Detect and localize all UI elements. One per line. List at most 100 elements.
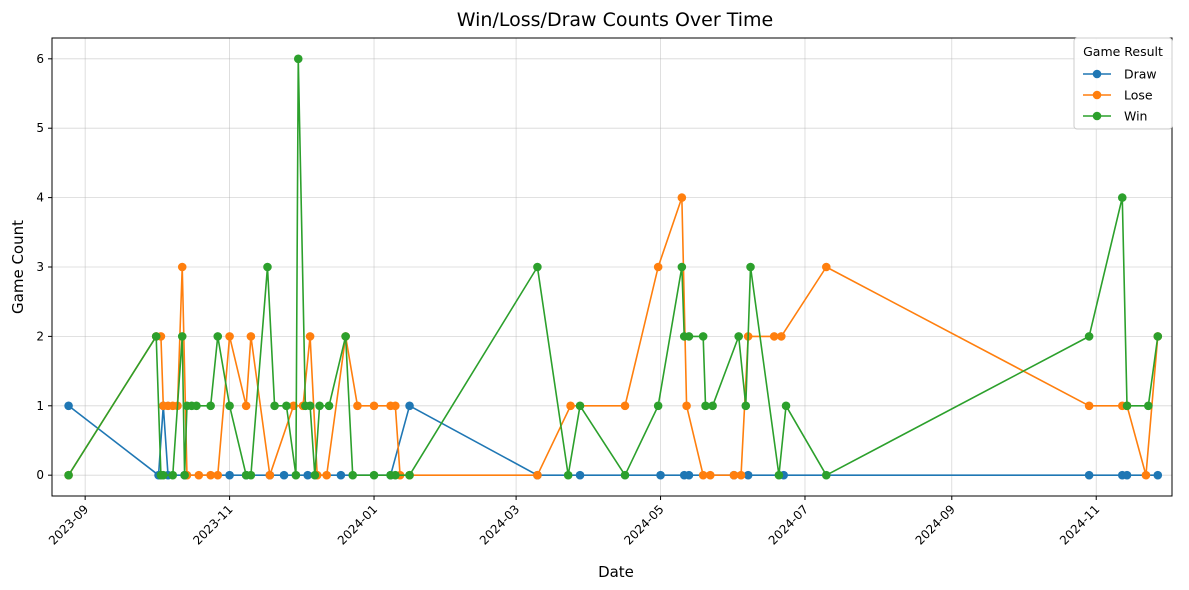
legend-marker	[1092, 69, 1102, 79]
data-point	[336, 470, 346, 480]
data-point	[241, 401, 251, 411]
legend-items: Draw Lose Win	[1083, 67, 1157, 124]
data-point	[698, 332, 708, 341]
data-point	[282, 401, 291, 411]
data-point	[265, 470, 275, 480]
y-tick-label: 4	[36, 191, 44, 205]
data-point	[405, 401, 414, 411]
data-point	[575, 470, 585, 480]
data-point	[743, 470, 753, 480]
data-point	[1084, 470, 1094, 480]
data-point	[206, 470, 215, 480]
data-point	[682, 401, 691, 411]
data-point	[1153, 470, 1163, 480]
y-tick-label: 6	[36, 52, 44, 66]
data-point	[746, 262, 755, 272]
data-point	[225, 401, 234, 411]
data-point	[213, 470, 223, 480]
data-point	[566, 401, 575, 411]
legend-marker	[1092, 111, 1102, 121]
data-point	[677, 262, 687, 272]
chart-title: Win/Loss/Draw Counts Over Time	[457, 9, 773, 31]
data-point	[279, 470, 289, 480]
data-point	[741, 401, 751, 411]
y-tick-label: 5	[36, 121, 44, 135]
data-point	[1144, 401, 1153, 411]
x-tick-label: 2024-09	[913, 502, 958, 547]
data-point	[348, 470, 358, 480]
data-point	[777, 332, 786, 341]
legend-label: Win	[1124, 109, 1147, 124]
data-point	[705, 470, 715, 480]
data-point	[293, 54, 303, 64]
data-point	[653, 401, 663, 411]
data-point	[734, 332, 743, 341]
data-point	[620, 401, 630, 411]
data-point	[533, 262, 542, 272]
grid	[52, 38, 1172, 496]
data-point	[322, 470, 331, 480]
legend-title: Game Result	[1083, 44, 1163, 59]
data-point	[158, 470, 168, 480]
data-point	[305, 401, 315, 411]
data-point	[341, 332, 350, 341]
data-point	[180, 470, 189, 480]
data-point	[246, 332, 256, 341]
data-point	[533, 470, 542, 480]
data-point	[575, 401, 585, 411]
x-tick-label: 2024-01	[335, 502, 380, 547]
data-point	[303, 470, 313, 480]
data-point	[653, 262, 663, 272]
data-point	[305, 332, 315, 341]
legend-item-lose: Lose	[1083, 88, 1153, 103]
data-point	[774, 470, 784, 480]
data-point	[684, 332, 694, 341]
data-point	[781, 401, 791, 411]
legend-item-win: Win	[1083, 109, 1147, 124]
data-point	[310, 470, 320, 480]
data-point	[708, 401, 717, 411]
data-point	[369, 470, 379, 480]
x-axis-label: Date	[598, 563, 634, 581]
data-point	[1084, 401, 1094, 411]
data-point	[1141, 470, 1151, 480]
x-tick-label: 2023-11	[190, 502, 235, 547]
series-layer	[64, 54, 1163, 480]
x-tick-label: 2024-07	[766, 502, 811, 547]
data-point	[769, 332, 779, 341]
data-point	[151, 332, 161, 341]
data-point	[369, 401, 379, 411]
data-point	[246, 470, 256, 480]
data-point	[563, 470, 573, 480]
data-point	[391, 470, 400, 480]
data-point	[225, 470, 234, 480]
data-point	[1122, 470, 1132, 480]
x-tick-label: 2023-09	[46, 502, 91, 547]
y-axis-label: Game Count	[9, 220, 27, 314]
series-draw	[64, 401, 1163, 480]
data-point	[1122, 401, 1132, 411]
x-tick-label: 2024-11	[1057, 502, 1102, 547]
data-point	[1084, 332, 1094, 341]
y-tick-label: 1	[36, 399, 44, 413]
legend-box	[1073, 37, 1173, 130]
data-point	[291, 470, 301, 480]
data-point	[270, 401, 279, 411]
data-point	[684, 470, 694, 480]
legend-label: Draw	[1124, 67, 1157, 82]
legend-label: Lose	[1124, 88, 1153, 103]
data-point	[64, 401, 73, 411]
data-point	[315, 401, 324, 411]
data-point	[821, 470, 831, 480]
legend-item-draw: Draw	[1083, 67, 1157, 82]
data-point	[177, 332, 187, 341]
data-point	[192, 401, 201, 411]
data-point	[1117, 193, 1127, 202]
data-point	[213, 332, 223, 341]
data-point	[821, 262, 831, 272]
y-tick-label: 3	[36, 260, 44, 274]
data-point	[324, 401, 334, 411]
data-point	[225, 332, 234, 341]
data-point	[405, 470, 414, 480]
